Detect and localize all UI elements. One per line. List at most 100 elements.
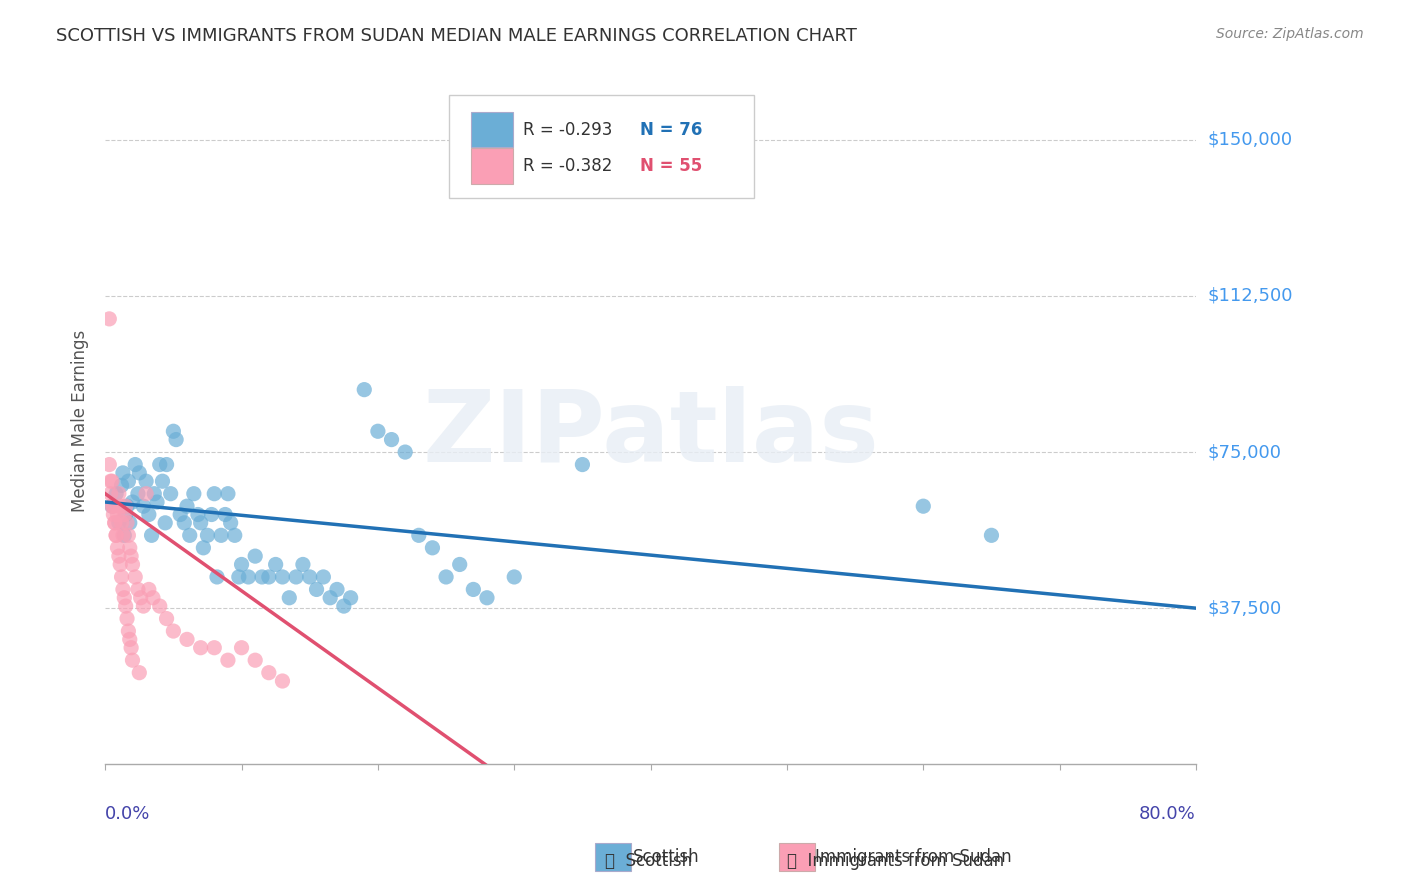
Text: 80.0%: 80.0% <box>1139 805 1197 823</box>
Point <box>121 653 143 667</box>
Point <box>105 528 128 542</box>
Point <box>980 528 1002 542</box>
Point <box>100 474 122 488</box>
Point <box>103 499 125 513</box>
Point <box>187 508 209 522</box>
Point <box>224 528 246 542</box>
Point <box>108 486 131 500</box>
Point <box>132 599 155 613</box>
Point <box>110 570 132 584</box>
Point <box>108 549 131 563</box>
Text: $75,000: $75,000 <box>1208 443 1281 461</box>
Point <box>159 486 181 500</box>
Text: $150,000: $150,000 <box>1208 131 1292 149</box>
Point <box>118 632 141 647</box>
Point <box>339 591 361 605</box>
Point <box>108 516 131 530</box>
Text: R = -0.293: R = -0.293 <box>523 120 613 138</box>
FancyBboxPatch shape <box>471 112 513 147</box>
Point <box>231 640 253 655</box>
Point <box>278 591 301 605</box>
Point <box>298 570 321 584</box>
Point <box>219 516 242 530</box>
Point <box>250 570 273 584</box>
Point <box>197 528 219 542</box>
Point <box>475 591 498 605</box>
Point <box>124 458 146 472</box>
Point <box>190 516 212 530</box>
FancyBboxPatch shape <box>471 148 513 184</box>
Point <box>312 570 335 584</box>
Point <box>571 458 593 472</box>
Point <box>231 558 253 572</box>
Point <box>138 508 160 522</box>
Point <box>176 499 198 513</box>
Point <box>228 570 250 584</box>
Point <box>115 611 138 625</box>
Point <box>326 582 349 597</box>
Text: Scottish: Scottish <box>633 848 699 866</box>
Text: ZIPatlas: ZIPatlas <box>422 386 879 483</box>
Point <box>202 486 225 500</box>
Point <box>115 499 138 513</box>
Point <box>120 549 142 563</box>
Point <box>121 558 143 572</box>
Point <box>135 474 157 488</box>
Point <box>110 516 132 530</box>
Point <box>205 570 228 584</box>
Point <box>111 528 134 542</box>
Point <box>271 673 294 688</box>
Point <box>149 599 172 613</box>
Point <box>142 591 165 605</box>
Point <box>129 591 152 605</box>
Point <box>183 486 205 500</box>
Point <box>117 624 139 638</box>
Point <box>257 570 280 584</box>
Point <box>132 499 155 513</box>
Point <box>152 474 174 488</box>
Point <box>138 582 160 597</box>
Text: $112,500: $112,500 <box>1208 287 1292 305</box>
Text: Immigrants from Sudan: Immigrants from Sudan <box>815 848 1012 866</box>
Point <box>305 582 328 597</box>
Point <box>264 558 287 572</box>
Point <box>118 516 141 530</box>
Point <box>100 486 122 500</box>
Point <box>353 383 375 397</box>
Point <box>103 508 125 522</box>
Point <box>176 632 198 647</box>
Point <box>380 433 402 447</box>
Point <box>912 499 935 513</box>
Point <box>217 653 239 667</box>
Point <box>112 508 135 522</box>
Point <box>434 570 457 584</box>
Point <box>169 508 191 522</box>
Text: $37,500: $37,500 <box>1208 599 1281 617</box>
Point <box>110 478 132 492</box>
Text: N = 55: N = 55 <box>640 157 702 175</box>
Point <box>408 528 430 542</box>
Point <box>200 508 222 522</box>
Point <box>115 516 138 530</box>
Point <box>101 474 124 488</box>
Point <box>108 558 131 572</box>
Point <box>179 528 201 542</box>
Point <box>449 558 471 572</box>
Point <box>193 541 215 555</box>
FancyBboxPatch shape <box>779 843 815 871</box>
Text: ⬜  Immigrants from Sudan: ⬜ Immigrants from Sudan <box>787 852 1004 870</box>
Point <box>101 499 124 513</box>
Point <box>190 640 212 655</box>
Point <box>98 311 121 326</box>
Point <box>155 611 177 625</box>
Point <box>503 570 526 584</box>
Point <box>108 499 131 513</box>
Point <box>128 665 150 680</box>
Point <box>155 458 177 472</box>
Point <box>214 508 236 522</box>
Point <box>217 486 239 500</box>
Point <box>165 433 187 447</box>
Y-axis label: Median Male Earnings: Median Male Earnings <box>72 330 89 512</box>
Point <box>118 541 141 555</box>
Point <box>117 528 139 542</box>
